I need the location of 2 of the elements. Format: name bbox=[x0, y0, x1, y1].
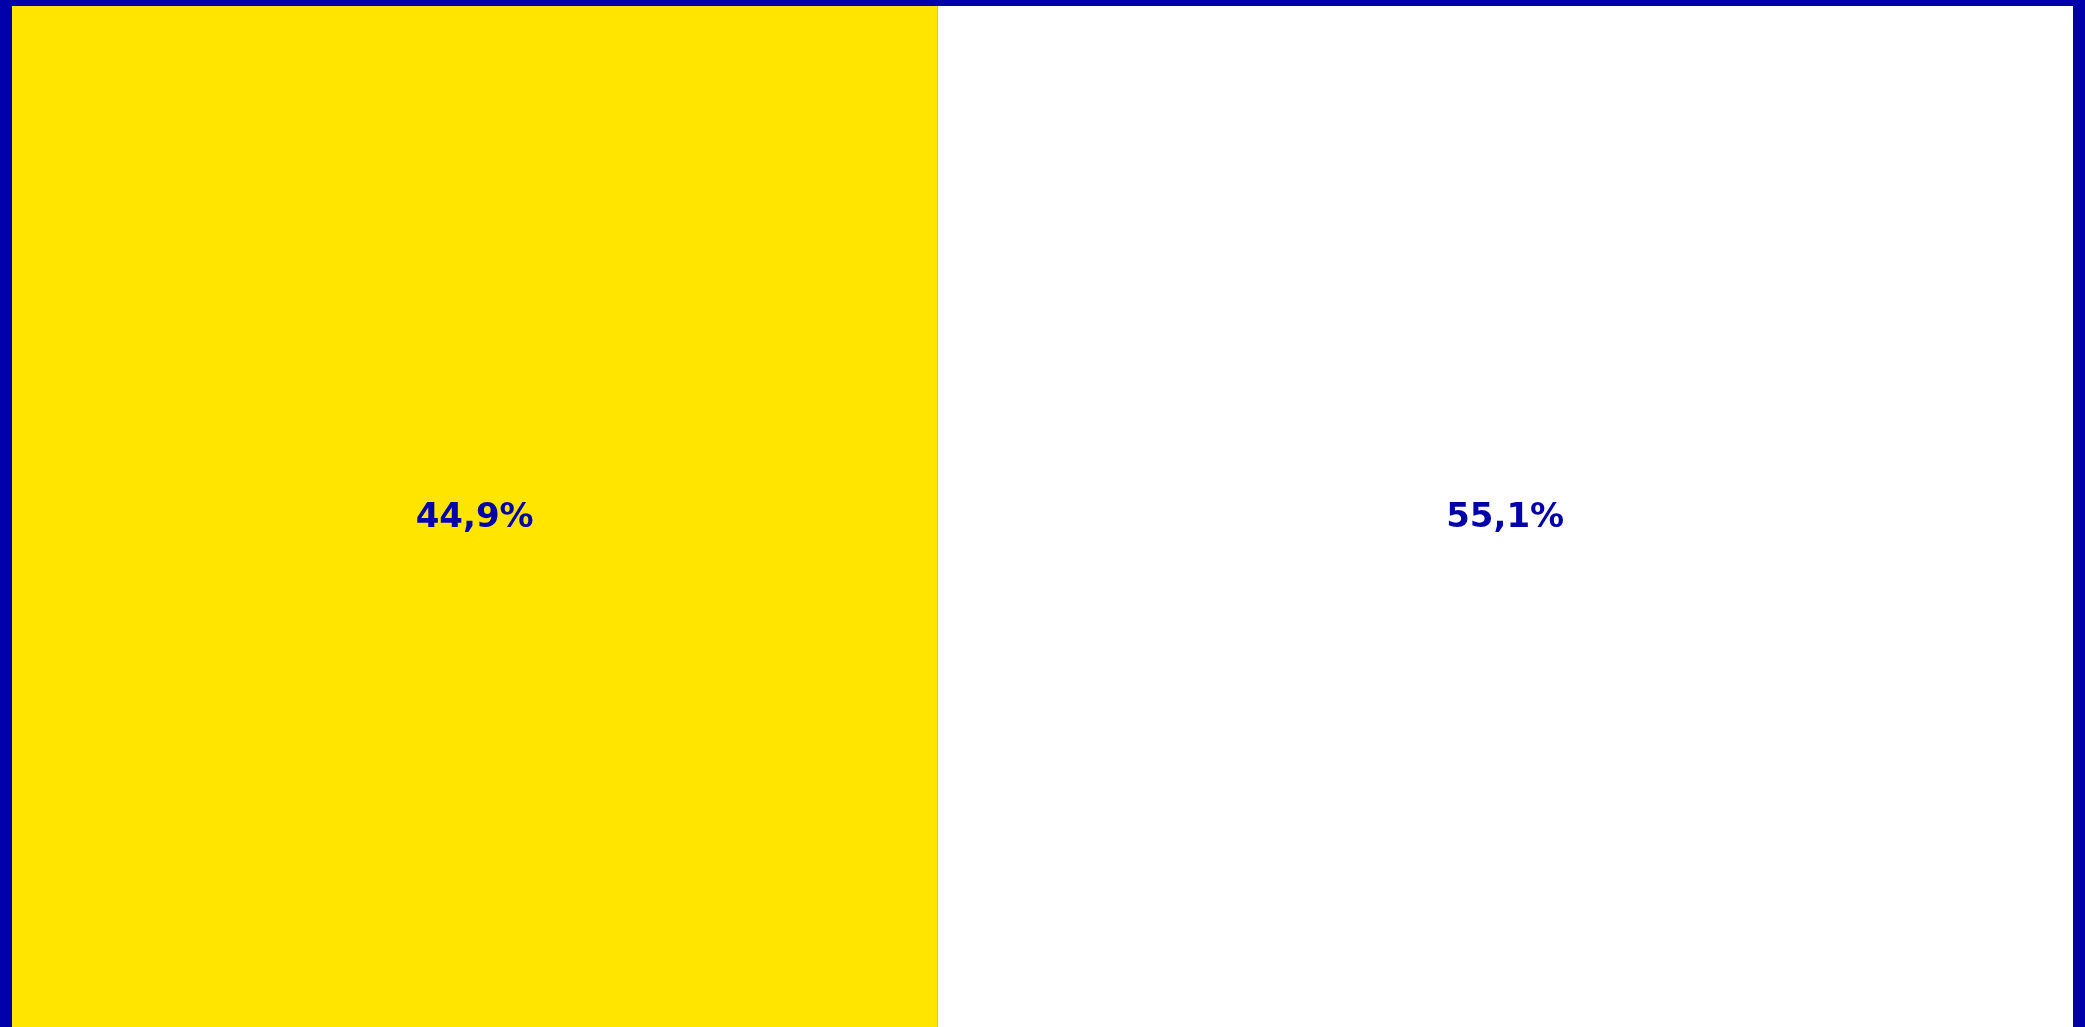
data-label: 44,9% bbox=[415, 494, 534, 535]
data-label: 55,1% bbox=[1446, 494, 1565, 535]
